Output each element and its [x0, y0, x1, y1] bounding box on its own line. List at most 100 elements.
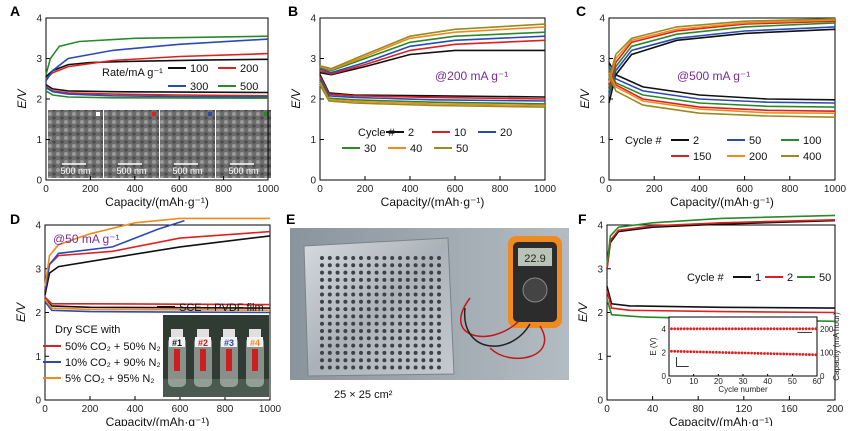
inset-voltage-point: [670, 349, 673, 353]
inset-capacity-point: [753, 327, 757, 331]
legend-label: 50% CO₂ + 50% N₂: [65, 341, 161, 353]
plate-hole: [390, 292, 395, 297]
inset-capacity-point: [679, 327, 683, 331]
x-tick-label: 400: [691, 184, 708, 195]
x-tick-label: 80: [693, 404, 705, 415]
bottle-label: #3: [224, 338, 234, 348]
sem-image: [104, 110, 159, 178]
x-tick-label: 400: [126, 184, 143, 195]
plate-hole: [359, 270, 363, 275]
plate-hole: [413, 292, 418, 297]
plate-hole: [327, 336, 332, 341]
plate-hole: [366, 329, 371, 333]
plate-hole: [351, 321, 356, 326]
series-discharge-line: [44, 298, 271, 312]
plate-hole: [327, 256, 332, 260]
plate-hole: [398, 307, 402, 312]
legend-label: 10% CO₂ + 90% N₂: [65, 357, 161, 369]
plate-hole: [437, 256, 441, 260]
y-tick-label: 3: [35, 264, 41, 275]
plate-hole: [359, 277, 363, 282]
probe-wire-red: [460, 297, 519, 337]
inset-voltage-point: [730, 351, 734, 355]
plate-hole: [343, 277, 348, 282]
plate-hole: [405, 299, 410, 304]
plate-hole: [429, 277, 434, 282]
inset-voltage-point: [698, 350, 702, 354]
plate-hole: [405, 358, 410, 363]
inset-x-tick-label: 50: [788, 377, 797, 386]
inset-voltage-point: [686, 350, 689, 354]
plate-hole: [390, 358, 395, 363]
bottle-cap: [197, 329, 209, 339]
plate-hole: [343, 307, 348, 312]
plate-hole: [343, 314, 348, 319]
plate-hole: [335, 365, 340, 370]
plate-hole: [374, 299, 379, 304]
inset-capacity-point: [708, 327, 712, 331]
y-axis-label: E/V: [289, 88, 303, 108]
plate-hole: [320, 307, 324, 312]
x-tick-label: 1000: [824, 184, 847, 195]
rate-annotation: @500 mA g⁻¹: [677, 69, 750, 83]
plate-hole: [405, 329, 410, 333]
inset-capacity-point: [676, 327, 680, 331]
legend-title: Rate/mA g⁻¹: [102, 67, 163, 79]
plate-hole: [421, 329, 426, 333]
plate-hole: [390, 329, 395, 333]
y-tick-label: 1: [36, 135, 42, 146]
x-tick-label: 0: [42, 404, 48, 415]
y-tick-label: 0: [597, 396, 603, 407]
plate-hole: [359, 329, 363, 333]
plate-hole: [320, 336, 324, 341]
bottle-label-tag: [247, 337, 263, 347]
photo-bench: [163, 379, 269, 397]
x-axis-label: Capacity/(mAh·g⁻¹): [105, 195, 209, 209]
series-charge-line: [44, 219, 185, 291]
inset-voltage-point: [747, 351, 750, 355]
multimeter-dial: [522, 277, 548, 303]
legend-label: 10: [454, 127, 466, 139]
panel-b: B 0 200 400 600 800 1000 0 1 2 3 4 Capacity/(mAh·g⁻¹…: [288, 3, 557, 209]
plate-hole: [437, 263, 441, 268]
plate-hole: [351, 336, 356, 341]
plate-hole: [429, 270, 434, 275]
inset-voltage-point: [795, 352, 798, 356]
plate-hole: [351, 285, 356, 290]
bottle-label: #1: [172, 338, 182, 348]
series-discharge-line: [608, 66, 836, 104]
plate-hole: [398, 336, 402, 341]
inset-capacity-point: [714, 327, 718, 331]
plate-hole: [335, 292, 340, 297]
plate-hole: [327, 292, 332, 297]
plate-hole: [421, 307, 426, 312]
legend-label: 300: [190, 81, 208, 93]
plate-hole: [374, 358, 379, 363]
inset-capacity-point: [737, 327, 741, 331]
plate-hole: [351, 365, 356, 370]
inset-voltage-point: [676, 349, 680, 353]
plate-hole: [320, 256, 324, 260]
plate-hole: [366, 277, 371, 282]
plate-hole: [327, 277, 332, 282]
y-tick-label: 3: [36, 54, 42, 65]
legend-label: 100: [190, 63, 208, 75]
plate-hole: [429, 343, 434, 348]
legend-label: 50: [456, 143, 468, 155]
plate-hole: [351, 329, 356, 333]
plate-hole: [437, 314, 441, 319]
plate-hole: [437, 358, 441, 363]
plate-hole: [343, 285, 348, 290]
plate-hole: [398, 350, 402, 355]
x-tick-label: 600: [447, 184, 464, 195]
inset-capacity-point: [798, 327, 802, 331]
y-axis-label: E/V: [576, 302, 590, 322]
plate-hole: [421, 350, 426, 355]
series-discharge-line: [319, 80, 546, 105]
plate-hole: [327, 365, 332, 370]
x-tick-label: 200: [82, 184, 99, 195]
plate-hole: [335, 329, 340, 333]
plate-hole: [374, 277, 379, 282]
plate-hole: [351, 277, 356, 282]
